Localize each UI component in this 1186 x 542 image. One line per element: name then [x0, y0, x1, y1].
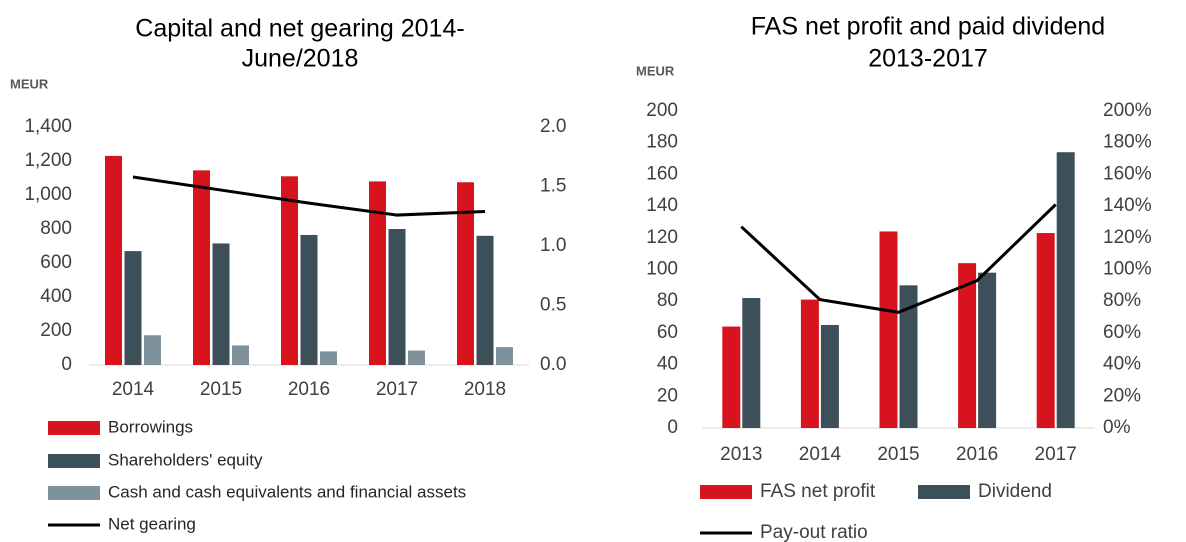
y-tick-label: 600: [40, 252, 72, 273]
bar: [124, 251, 142, 365]
y2-tick-label: 0.0: [540, 354, 566, 375]
y-tick-label: 1,400: [24, 116, 72, 137]
axis-unit: MEUR: [10, 76, 49, 91]
y2-tick-label: 20%: [1103, 385, 1141, 406]
y2-tick-label: 160%: [1103, 163, 1152, 184]
y2-tick-label: 1.5: [540, 176, 566, 197]
y2-tick-label: 1.0: [540, 235, 566, 256]
legend-label: Cash and cash equivalents and financial …: [108, 482, 466, 501]
legend-label: Dividend: [978, 481, 1052, 502]
y-tick-label: 200: [646, 100, 678, 121]
legend-swatch: [700, 485, 752, 499]
bar: [742, 298, 761, 428]
x-tick-label: 2016: [956, 444, 998, 465]
bar: [388, 229, 406, 365]
y-tick-label: 100: [646, 259, 678, 280]
bar: [476, 235, 494, 365]
bar: [879, 231, 898, 428]
y-tick-label: 1,200: [24, 150, 72, 171]
y2-tick-label: 200%: [1103, 100, 1152, 121]
bar: [978, 272, 997, 428]
y2-tick-label: 2.0: [540, 116, 566, 137]
y-tick-label: 160: [646, 163, 678, 184]
y-tick-label: 800: [40, 218, 72, 239]
y-tick-label: 200: [40, 320, 72, 341]
bar: [899, 285, 918, 428]
legend-swatch: [918, 485, 970, 499]
bar: [300, 234, 318, 365]
bar: [496, 347, 513, 365]
bar: [820, 324, 839, 428]
legend-swatch: [48, 454, 100, 468]
y-tick-label: 40: [657, 354, 678, 375]
bar: [958, 263, 977, 428]
bar: [1056, 152, 1075, 428]
y-tick-label: 20: [657, 385, 678, 406]
y-tick-label: 1,000: [24, 184, 72, 205]
y2-tick-label: 60%: [1103, 322, 1141, 343]
line-series: [740, 203, 1057, 314]
x-tick-label: 2017: [1035, 444, 1077, 465]
legend-swatch: [48, 486, 100, 500]
x-tick-label: 2017: [376, 379, 418, 400]
y2-tick-label: 180%: [1103, 132, 1152, 153]
x-tick-label: 2016: [288, 379, 330, 400]
y2-tick-label: 120%: [1103, 227, 1152, 248]
y-tick-label: 60: [657, 322, 678, 343]
x-tick-label: 2014: [799, 444, 842, 465]
legend-label: Borrowings: [108, 417, 193, 436]
bar: [144, 335, 161, 365]
y-tick-label: 140: [646, 195, 678, 216]
bar: [232, 345, 249, 365]
y-tick-label: 120: [646, 227, 678, 248]
line-series: [132, 175, 486, 217]
x-tick-label: 2014: [112, 379, 155, 400]
x-tick-label: 2018: [464, 379, 506, 400]
y2-tick-label: 80%: [1103, 290, 1141, 311]
y2-tick-label: 0%: [1103, 417, 1131, 438]
y-tick-label: 400: [40, 286, 72, 307]
bar: [722, 326, 741, 428]
y-tick-label: 0: [667, 417, 678, 438]
bar: [281, 176, 298, 365]
y-tick-label: 180: [646, 132, 678, 153]
bar: [457, 182, 474, 365]
bar: [105, 155, 122, 365]
y2-tick-label: 40%: [1103, 354, 1141, 375]
chart-title: June/2018: [242, 45, 359, 73]
bar: [408, 350, 425, 365]
axis-unit: MEUR: [636, 63, 675, 78]
y-tick-label: 0: [61, 354, 72, 375]
bar: [212, 243, 230, 365]
x-tick-label: 2013: [720, 444, 762, 465]
y2-tick-label: 100%: [1103, 259, 1152, 280]
legend-label: Shareholders' equity: [108, 450, 263, 469]
chart-title: 2013-2017: [868, 45, 988, 73]
chart-title: FAS net profit and paid dividend: [751, 13, 1105, 41]
bar: [193, 170, 210, 365]
y2-tick-label: 140%: [1103, 195, 1152, 216]
y2-tick-label: 0.5: [540, 295, 566, 316]
x-tick-label: 2015: [877, 444, 919, 465]
bar: [800, 299, 819, 428]
bar: [320, 351, 337, 365]
bar: [369, 181, 386, 365]
legend-label: FAS net profit: [760, 481, 876, 502]
legend-label: Net gearing: [108, 514, 196, 533]
legend-label: Pay-out ratio: [760, 522, 868, 542]
chart-title: Capital and net gearing 2014-: [135, 15, 464, 43]
x-tick-label: 2015: [200, 379, 242, 400]
bar: [1036, 233, 1055, 428]
y-tick-label: 80: [657, 290, 678, 311]
legend-swatch: [48, 421, 100, 435]
